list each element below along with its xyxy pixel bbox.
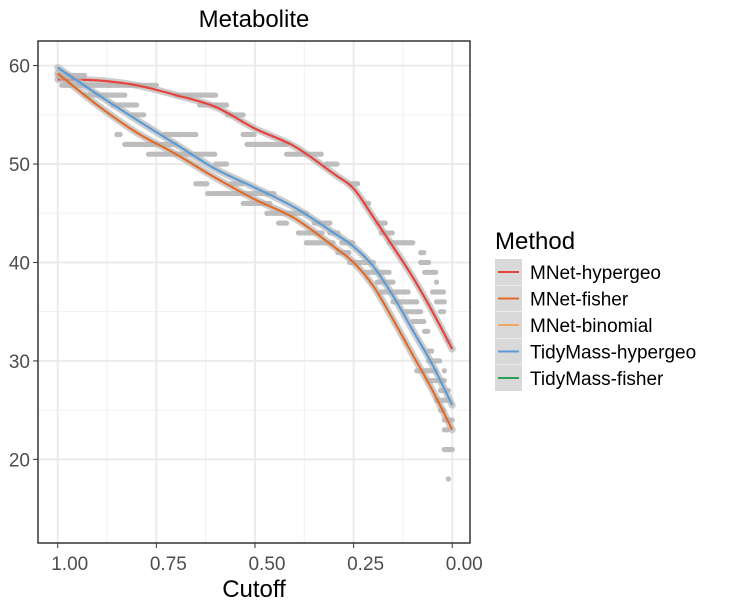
y-tick-label: 40 [9,253,30,274]
data-point [141,112,147,118]
data-point [410,240,416,246]
x-tick-label: 0.75 [150,554,187,575]
data-point [433,279,440,285]
data-point [318,151,324,157]
panel-border [37,40,471,544]
series-line-mnet-fisher [57,72,454,431]
data-point [421,318,427,325]
data-point [421,250,427,256]
y-tick-label: 60 [9,57,30,78]
data-point [212,151,218,157]
data-point [251,131,257,138]
data-point [405,289,411,295]
data-point [193,131,199,138]
y-tick-label: 20 [9,450,30,471]
data-point [418,309,424,315]
data-point [386,269,392,275]
data-point [389,230,395,236]
smooth-lines [54,64,456,434]
x-axis: 1.00 0.75 0.50 0.25 0.00 [51,543,483,575]
data-point [449,446,455,453]
data-point [437,358,443,364]
data-point [414,299,420,305]
series-line-mnet-hypergeo [57,78,454,350]
legend-label: TidyMass-fisher [530,369,664,390]
data-point [429,348,435,354]
legend-label: MNet-binomial [530,316,652,337]
x-axis-label: Cutoff [222,576,286,603]
legend-title: Method [495,228,575,255]
data-point [223,161,230,167]
data-point [134,102,140,108]
y-tick-label: 30 [9,352,30,373]
data-point [212,92,219,98]
y-axis: 20 30 40 50 60 [9,57,38,471]
data-point [425,328,431,334]
series-line-tidymass-hypergeo [57,66,454,406]
data-point [204,181,210,187]
data-point [223,102,230,108]
chart-title: Metabolite [199,6,310,33]
data-point [441,368,447,374]
y-tick-label: 50 [9,155,30,176]
x-tick-label: 0.25 [347,554,384,575]
data-point [382,220,388,226]
x-tick-label: 0.00 [446,554,483,575]
data-point [440,309,447,315]
data-point [425,259,432,266]
data-point [334,161,340,167]
data-point [354,181,361,187]
data-point [441,299,447,305]
legend-label: MNet-fisher [530,290,629,311]
data-point [327,220,333,226]
legend: Method MNet-hypergeo MNet-fisher MNet-bino… [495,228,696,391]
data-point [240,112,246,118]
data-point [283,220,290,226]
data-point [390,279,396,285]
data-point [122,92,128,98]
data-point [117,131,123,138]
x-tick-label: 1.00 [51,554,88,575]
data-point [440,289,447,295]
data-point [433,269,439,275]
x-tick-label: 0.50 [248,554,285,575]
legend-label: TidyMass-hypergeo [530,343,696,364]
legend-label: MNet-hypergeo [530,263,661,284]
data-point [445,476,451,482]
